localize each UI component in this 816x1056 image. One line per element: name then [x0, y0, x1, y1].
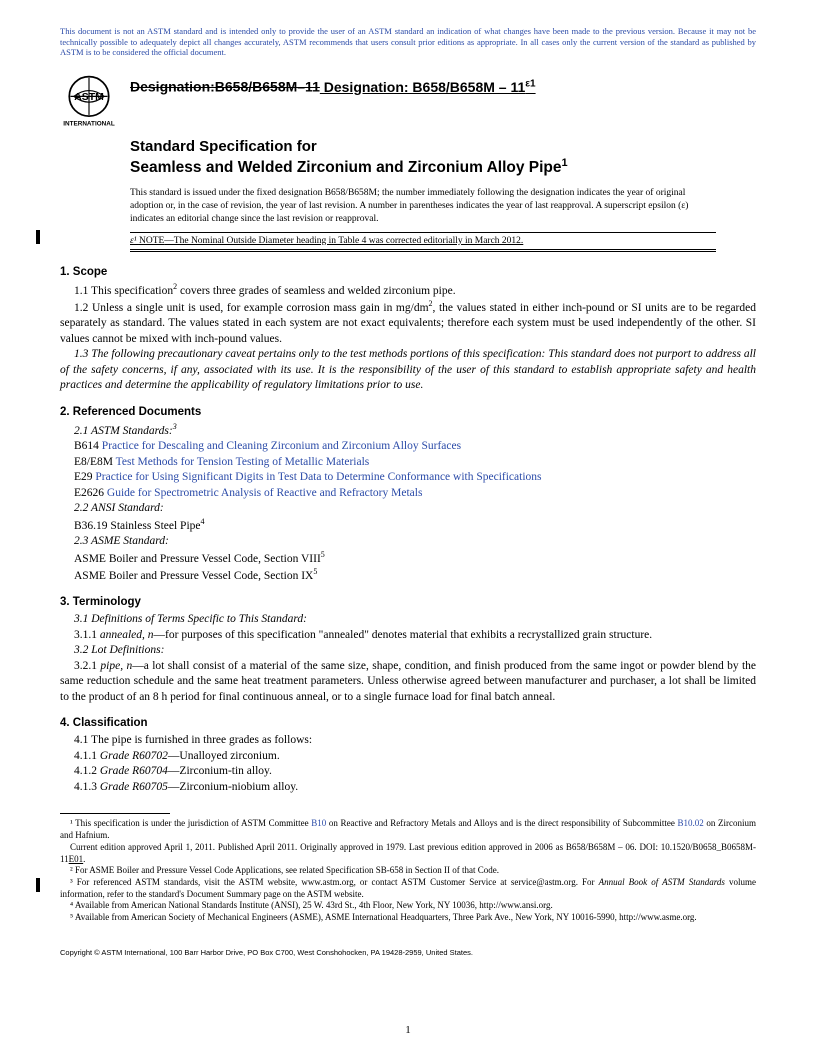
fn-b10-link[interactable]: B10: [311, 818, 326, 828]
designation-current: Designation: B658/B658M – 11ε1: [320, 79, 536, 95]
ref-e2626-link[interactable]: Guide for Spectrometric Analysis of Reac…: [107, 487, 423, 499]
section-3-body: 3.1 Definitions of Terms Specific to Thi…: [60, 612, 756, 705]
designation-struck: Designation:B658/B658M–11: [130, 79, 320, 95]
astm-logo: ASTM INTERNATIONAL: [60, 72, 118, 130]
change-bar: [36, 878, 40, 892]
title-main: Seamless and Welded Zirconium and Zircon…: [130, 157, 756, 178]
page-number: 1: [0, 1024, 816, 1036]
header-row: ASTM INTERNATIONAL Designation:B658/B658…: [60, 72, 756, 130]
issuance-note: This standard is issued under the fixed …: [130, 187, 756, 225]
ref-e8-link[interactable]: Test Methods for Tension Testing of Meta…: [116, 456, 370, 468]
section-2-head: 2. Referenced Documents: [60, 406, 756, 418]
footnotes: ¹ This specification is under the jurisd…: [60, 818, 756, 923]
copyright: Copyright © ASTM International, 100 Barr…: [60, 948, 756, 957]
fn-b1002-link[interactable]: B10.02: [677, 818, 703, 828]
logo-subtext: INTERNATIONAL: [63, 120, 115, 127]
section-1-head: 1. Scope: [60, 266, 756, 278]
section-1-body: 1.1 This specification2 covers three gra…: [60, 282, 756, 394]
section-2-body: 2.1 ASTM Standards:3 B614 Practice for D…: [60, 422, 756, 584]
top-disclaimer: This document is not an ASTM standard an…: [60, 26, 756, 58]
section-4-body: 4.1 The pipe is furnished in three grade…: [60, 733, 756, 795]
svg-text:ASTM: ASTM: [74, 92, 104, 103]
title-lead: Standard Specification for: [130, 138, 756, 157]
change-bar: [36, 230, 40, 244]
ref-e29-link[interactable]: Practice for Using Significant Digits in…: [95, 471, 541, 483]
section-4-head: 4. Classification: [60, 717, 756, 729]
ref-b614-link[interactable]: Practice for Descaling and Cleaning Zirc…: [102, 440, 461, 452]
footnote-rule: [60, 813, 170, 814]
epsilon-note: ε¹ NOTE—The Nominal Outside Diameter hea…: [130, 232, 716, 252]
designation-line: Designation:B658/B658M–11 Designation: B…: [130, 72, 536, 95]
section-3-head: 3. Terminology: [60, 596, 756, 608]
title-block: Standard Specification for Seamless and …: [130, 138, 756, 177]
